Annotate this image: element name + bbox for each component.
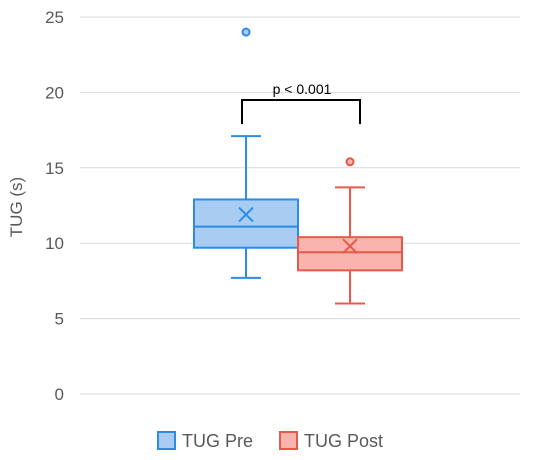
gridlines	[80, 16, 520, 395]
legend-swatch	[279, 431, 298, 450]
legend-label: TUG Pre	[182, 431, 253, 451]
significance-bracket	[241, 98, 361, 125]
y-tick-label: 20	[45, 83, 64, 102]
iqr-box	[193, 198, 299, 249]
box-tug-pre	[193, 27, 299, 279]
iqr-box	[297, 236, 403, 272]
mean-marker	[342, 238, 358, 254]
y-tick-label: 0	[55, 385, 64, 404]
y-axis-title: TUG (s)	[7, 177, 26, 237]
mean-marker	[238, 206, 254, 223]
y-tick-label: 15	[45, 159, 64, 178]
box-series	[193, 27, 403, 305]
legend-label: TUG Post	[304, 431, 383, 451]
legend-swatch	[157, 431, 176, 450]
legend: TUG Pre TUG Post	[157, 431, 383, 451]
significance-label: p < 0.001	[273, 81, 332, 97]
y-tick-label: 5	[55, 310, 64, 329]
y-tick-label: 10	[45, 234, 64, 253]
box-tug-post	[297, 157, 403, 305]
significance-annotation: p < 0.001	[241, 81, 361, 125]
outlier-point	[345, 157, 355, 167]
outlier-point	[241, 27, 251, 37]
legend-item-tug-pre: TUG Pre	[157, 431, 253, 451]
y-tick-label: 25	[45, 8, 64, 27]
legend-item-tug-post: TUG Post	[279, 431, 383, 451]
y-tick-labels: 0 5 10 15 20 25	[45, 8, 64, 404]
